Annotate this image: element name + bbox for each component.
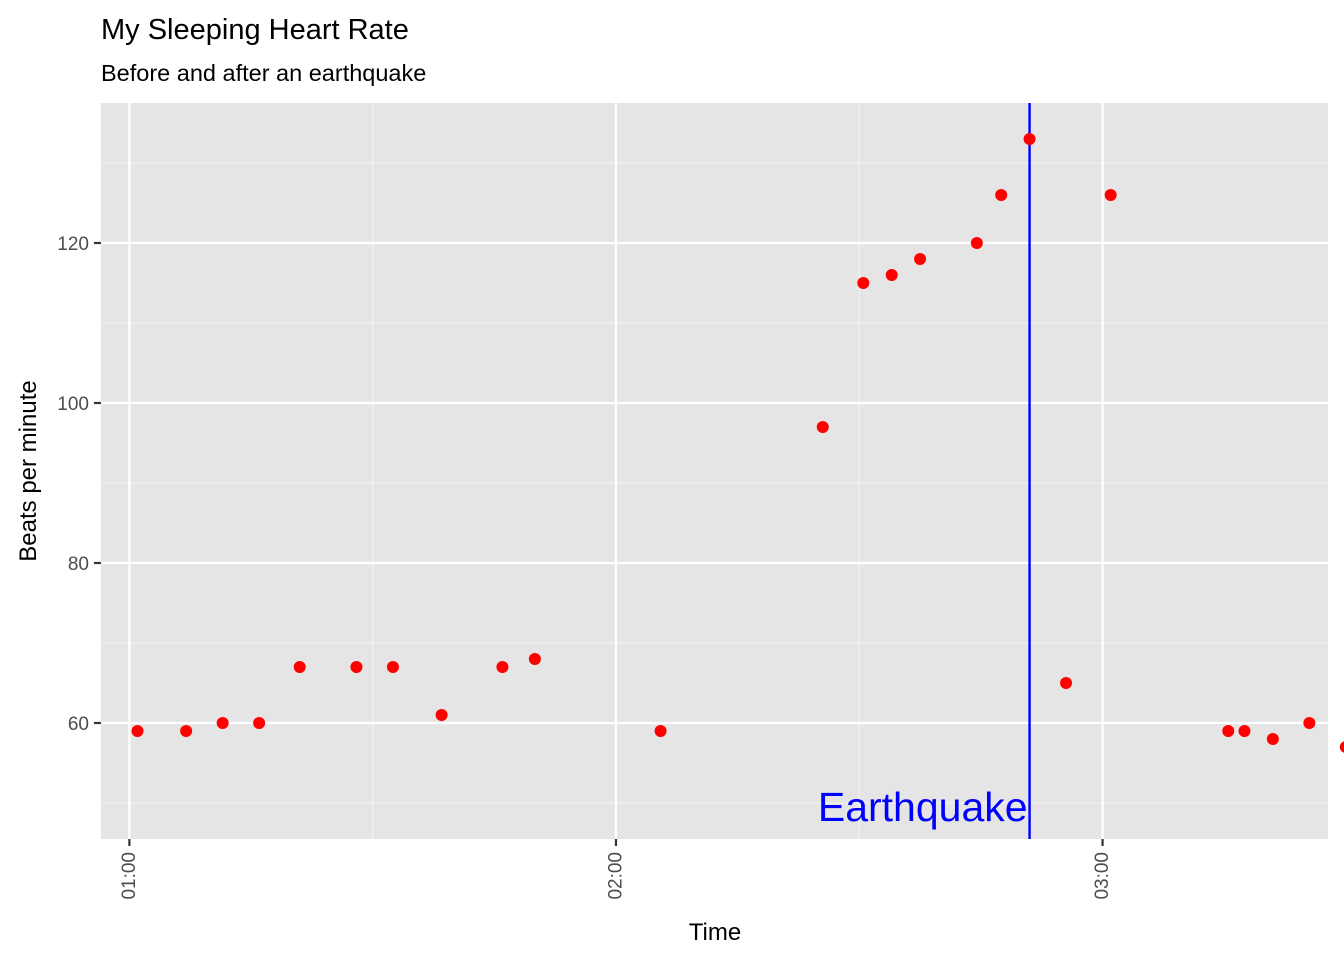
data-point [1104,189,1117,201]
data-point [970,237,983,249]
data-point [885,269,898,281]
plot-panel [101,103,1328,839]
y-tick-label: 80 [68,554,89,575]
data-point [914,253,927,265]
y-tick-label: 100 [57,394,89,415]
data-point [350,661,363,673]
data-point [216,717,229,729]
data-point [293,661,306,673]
x-tick-label: 01:00 [119,852,140,900]
data-point [1023,133,1036,145]
earthquake-label: Earthquake [818,784,1028,830]
data-point [131,725,144,737]
y-tick-label: 120 [57,234,89,255]
data-point [995,189,1008,201]
data-point [816,421,829,433]
x-tick-label: 03:00 [1092,852,1113,900]
x-axis-label: Time [689,919,741,946]
y-axis: 60 80 100 120 [57,234,101,735]
chart-title: My Sleeping Heart Rate [101,14,409,46]
annotations-layer: Earthquake [818,103,1031,839]
data-point [1339,741,1344,753]
data-point [1060,677,1073,689]
data-point [386,661,399,673]
data-point [857,277,870,289]
points-layer [131,133,1344,753]
grid-major [101,103,1328,839]
data-point [654,725,667,737]
data-point [435,709,448,721]
data-point [1238,725,1251,737]
data-point [528,653,541,665]
x-axis: 01:00 02:00 03:00 [119,839,1113,900]
data-point [1303,717,1316,729]
data-point [1222,725,1235,737]
data-point [496,661,509,673]
x-tick-label: 02:00 [605,852,626,900]
data-point [1266,733,1279,745]
grid-minor [101,103,1328,839]
data-point [253,717,266,729]
data-point [180,725,193,737]
y-tick-label: 60 [68,714,89,735]
y-axis-label: Beats per minute [15,380,42,561]
chart-subtitle: Before and after an earthquake [101,60,426,86]
